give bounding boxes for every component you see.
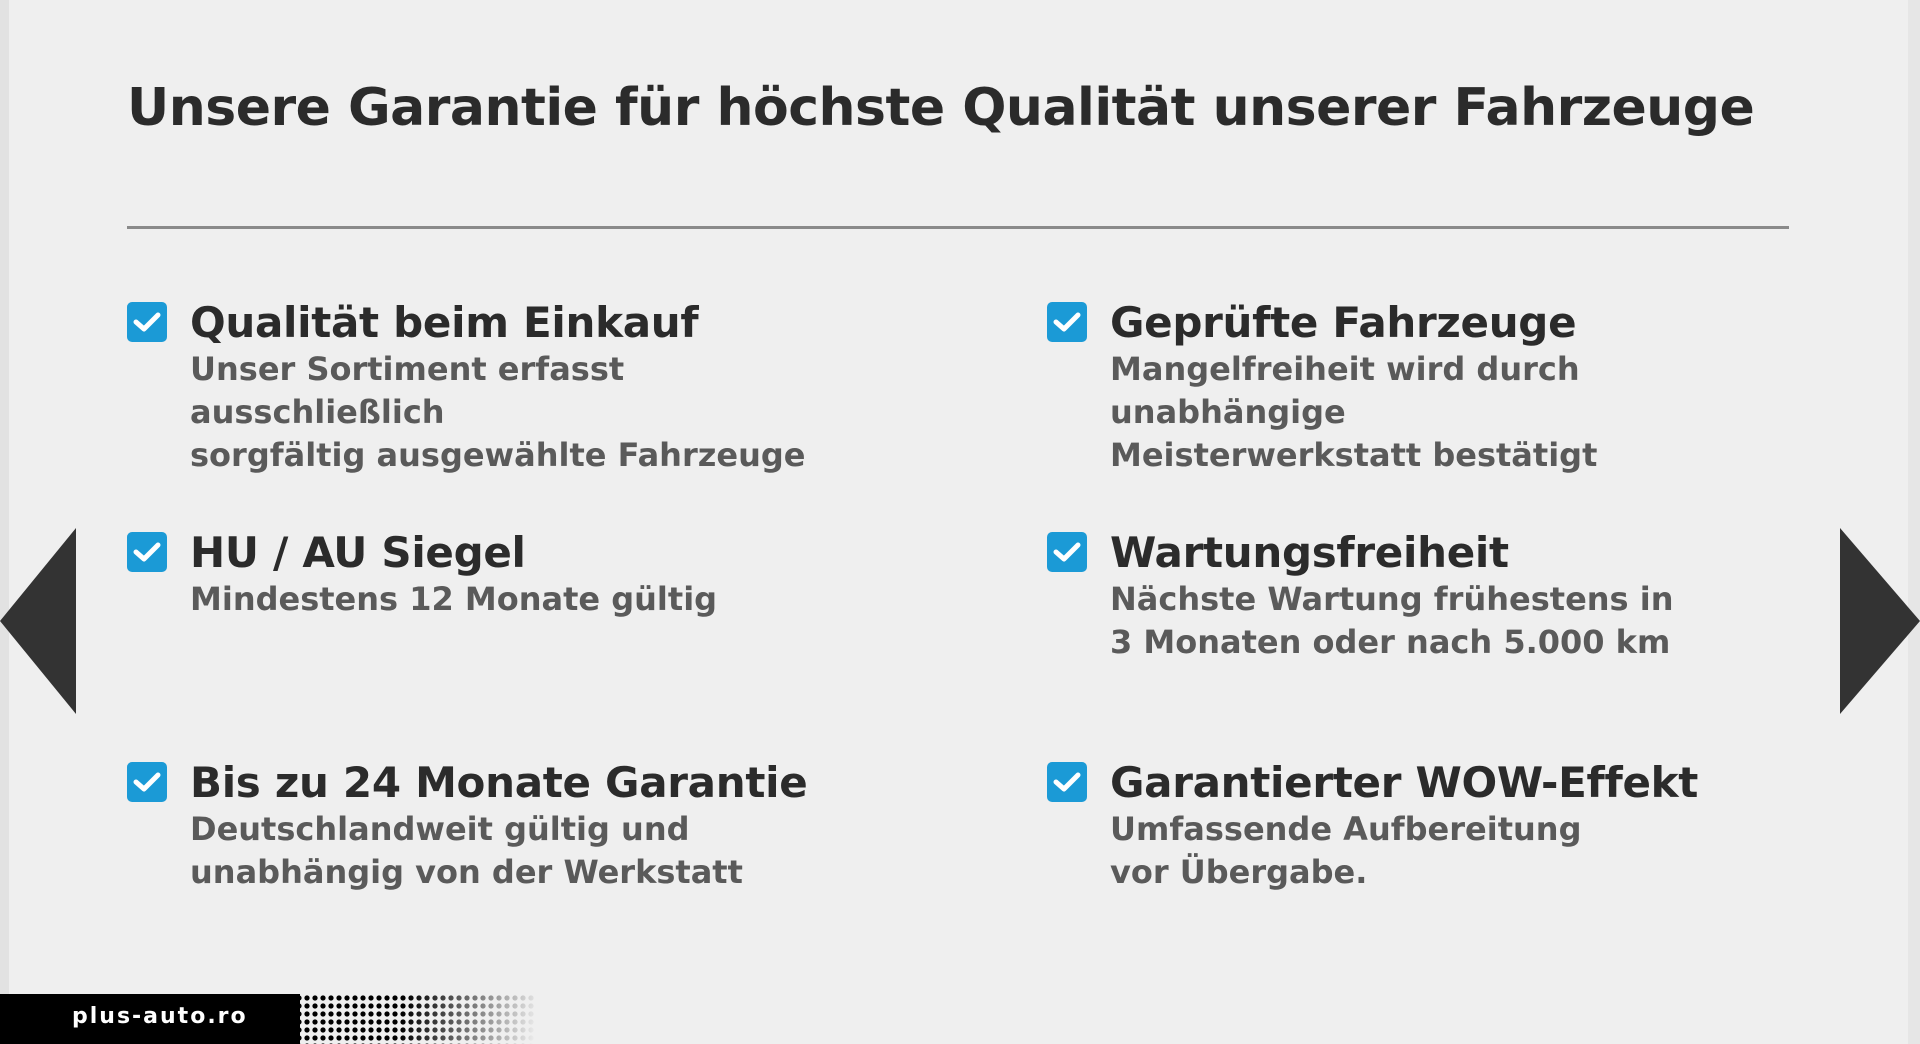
feature-item: Geprüfte Fahrzeuge Mangelfreiheit wird du…	[1047, 298, 1807, 477]
feature-description: Unser Sortiment erfasst ausschließlich s…	[190, 350, 806, 474]
watermark-text: plus-auto.ro	[72, 1004, 248, 1029]
feature-description: Umfassende Aufbereitung vor Übergabe.	[1110, 810, 1582, 891]
feature-heading: HU / AU Siegel	[190, 528, 526, 577]
feature-heading: Geprüfte Fahrzeuge	[1110, 298, 1577, 347]
feature-item: Bis zu 24 Monate Garantie Deutschlandweit…	[127, 758, 887, 894]
feature-item: Wartungsfreiheit Nächste Wartung früheste…	[1047, 528, 1807, 664]
page-title: Unsere Garantie für höchste Qualität uns…	[127, 78, 1755, 138]
feature-description: Deutschlandweit gültig und unabhängig vo…	[190, 810, 743, 891]
feature-heading: Wartungsfreiheit	[1110, 528, 1509, 577]
checkbox-checked-icon	[1047, 302, 1087, 342]
watermark-bar	[0, 994, 300, 1044]
left-edge	[0, 0, 9, 994]
checkbox-checked-icon	[127, 762, 167, 802]
checkbox-checked-icon	[127, 532, 167, 572]
next-slide-arrow-icon[interactable]	[1840, 528, 1920, 714]
checkbox-checked-icon	[127, 302, 167, 342]
feature-description: Nächste Wartung frühestens in 3 Monaten …	[1110, 580, 1674, 661]
feature-description: Mindestens 12 Monate gültig	[190, 580, 718, 618]
feature-heading: Qualität beim Einkauf	[190, 298, 699, 347]
feature-heading: Bis zu 24 Monate Garantie	[190, 758, 808, 807]
feature-description: Mangelfreiheit wird durch unabhängige Me…	[1110, 350, 1598, 474]
feature-item: HU / AU Siegel Mindestens 12 Monate gülti…	[127, 528, 887, 621]
checkbox-checked-icon	[1047, 532, 1087, 572]
divider	[127, 226, 1789, 229]
feature-item: Garantierter WOW-Effekt Umfassende Aufber…	[1047, 758, 1807, 894]
previous-slide-arrow-icon[interactable]	[0, 528, 76, 714]
feature-heading: Garantierter WOW-Effekt	[1110, 758, 1699, 807]
right-edge	[1908, 0, 1920, 1044]
feature-item: Qualität beim Einkauf Unser Sortiment erf…	[127, 298, 887, 477]
halftone-pattern	[295, 994, 535, 1044]
checkbox-checked-icon	[1047, 762, 1087, 802]
